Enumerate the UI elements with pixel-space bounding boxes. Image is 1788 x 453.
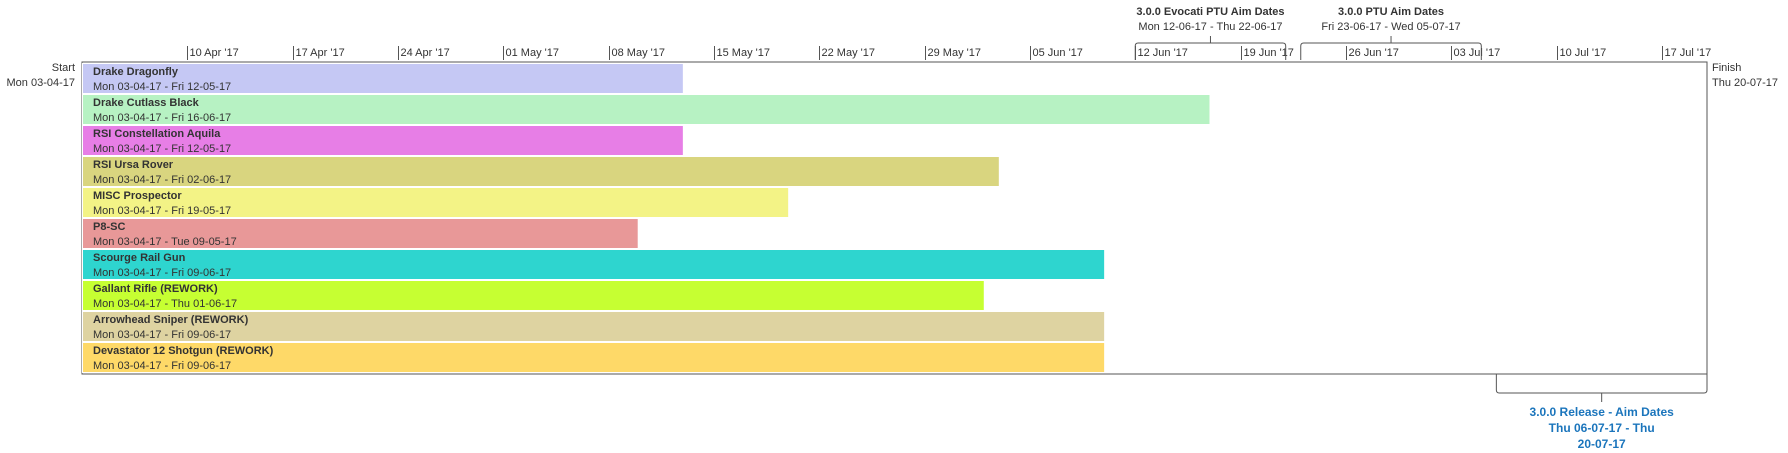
task-bar xyxy=(82,187,790,218)
finish-label: Finish xyxy=(1712,62,1741,74)
release-label-line: Thu 06-07-17 - Thu xyxy=(1549,421,1655,435)
task-dates: Mon 03-04-17 - Fri 09-06-17 xyxy=(93,329,231,341)
task-name: RSI Ursa Rover xyxy=(93,159,174,171)
release-label-line: 3.0.0 Release - Aim Dates xyxy=(1530,405,1675,419)
task-bar xyxy=(82,218,639,249)
milestone-bracket xyxy=(1300,36,1482,60)
axis-tick-label: 17 Apr '17 xyxy=(296,47,345,59)
milestone-bracket xyxy=(1134,36,1287,60)
milestone-title: 3.0.0 PTU Aim Dates xyxy=(1338,6,1444,18)
task-bar xyxy=(82,280,985,311)
axis-tick-label: 10 Apr '17 xyxy=(190,47,239,59)
axis-tick-label: 10 Jul '17 xyxy=(1560,47,1607,59)
axis-tick-label: 05 Jun '17 xyxy=(1033,47,1083,59)
axis-tick-label: 01 May '17 xyxy=(506,47,559,59)
task-dates: Mon 03-04-17 - Tue 09-05-17 xyxy=(93,236,237,248)
task-dates: Mon 03-04-17 - Fri 09-06-17 xyxy=(93,267,231,279)
start-label: Start xyxy=(52,62,75,74)
milestone-dates: Fri 23-06-17 - Wed 05-07-17 xyxy=(1321,21,1460,33)
axis-tick-label: 29 May '17 xyxy=(928,47,981,59)
task-dates: Mon 03-04-17 - Fri 16-06-17 xyxy=(93,112,231,124)
task-bar xyxy=(82,156,1000,187)
task-name: Drake Cutlass Black xyxy=(93,97,200,109)
task-bar xyxy=(82,94,1211,125)
release-bracket xyxy=(1495,374,1708,402)
axis-tick-label: 08 May '17 xyxy=(612,47,665,59)
milestone-dates: Mon 12-06-17 - Thu 22-06-17 xyxy=(1138,21,1282,33)
finish-date: Thu 20-07-17 xyxy=(1712,77,1778,89)
task-dates: Mon 03-04-17 - Fri 02-06-17 xyxy=(93,174,231,186)
task-name: MISC Prospector xyxy=(93,190,182,202)
task-bar xyxy=(82,311,1106,342)
task-name: RSI Constellation Aquila xyxy=(93,128,221,140)
task-dates: Mon 03-04-17 - Fri 19-05-17 xyxy=(93,205,231,217)
axis-tick-label: 22 May '17 xyxy=(822,47,875,59)
axis-tick-label: 19 Jun '17 xyxy=(1244,47,1294,59)
start-date: Mon 03-04-17 xyxy=(7,77,76,89)
task-name: Arrowhead Sniper (REWORK) xyxy=(93,314,249,326)
task-name: Drake Dragonfly xyxy=(93,66,179,78)
task-dates: Mon 03-04-17 - Fri 12-05-17 xyxy=(93,81,231,93)
axis-tick-label: 03 Jul '17 xyxy=(1454,47,1501,59)
task-bar xyxy=(82,249,1106,280)
task-bar xyxy=(82,125,684,156)
axis-tick-label: 26 Jun '17 xyxy=(1349,47,1399,59)
task-name: P8-SC xyxy=(93,221,125,233)
task-bar xyxy=(82,63,684,94)
axis-tick-label: 15 May '17 xyxy=(717,47,770,59)
milestone-title: 3.0.0 Evocati PTU Aim Dates xyxy=(1136,6,1284,18)
axis-tick-label: 24 Apr '17 xyxy=(401,47,450,59)
task-dates: Mon 03-04-17 - Fri 12-05-17 xyxy=(93,143,231,155)
task-bar xyxy=(82,342,1106,373)
task-name: Devastator 12 Shotgun (REWORK) xyxy=(93,345,274,357)
release-label-line: 20-07-17 xyxy=(1578,437,1626,451)
task-dates: Mon 03-04-17 - Fri 09-06-17 xyxy=(93,360,231,372)
axis-tick-label: 17 Jul '17 xyxy=(1665,47,1712,59)
axis-tick-label: 12 Jun '17 xyxy=(1138,47,1188,59)
task-name: Gallant Rifle (REWORK) xyxy=(93,283,218,295)
task-dates: Mon 03-04-17 - Thu 01-06-17 xyxy=(93,298,237,310)
task-name: Scourge Rail Gun xyxy=(93,252,186,264)
